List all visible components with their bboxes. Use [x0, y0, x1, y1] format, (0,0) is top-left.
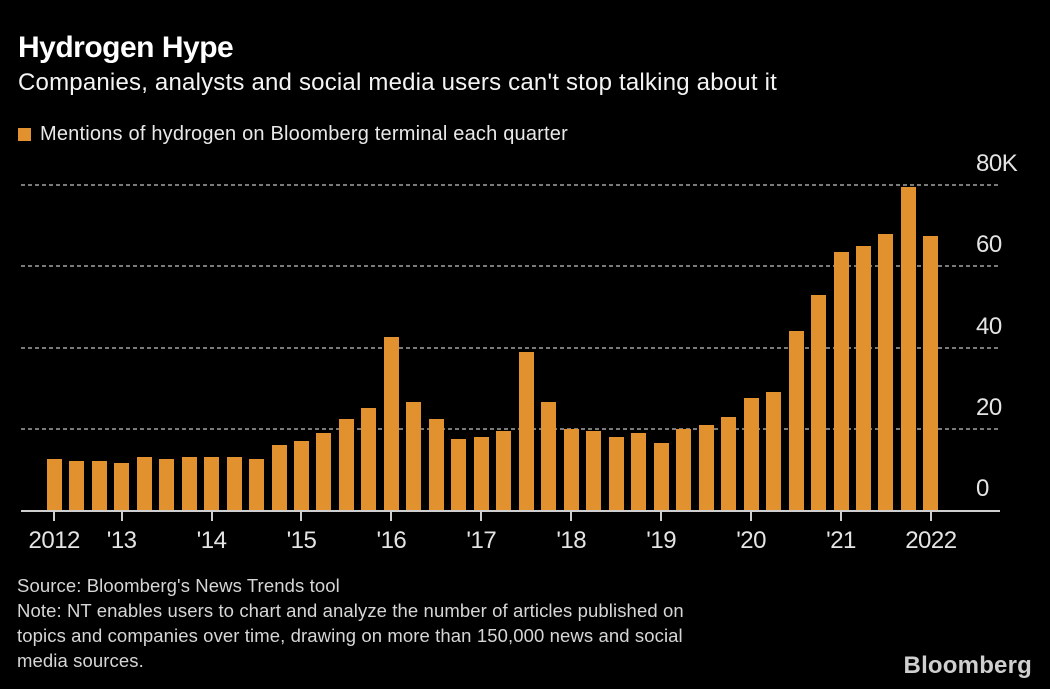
bar-q3-2015	[338, 418, 354, 510]
bar-q4-2017	[541, 402, 557, 510]
bar-q3-2012	[69, 461, 85, 510]
x-axis-tick	[120, 512, 123, 521]
bar-q2-2013	[136, 457, 152, 510]
x-axis-tick	[660, 512, 663, 521]
bar-q2-2016	[406, 402, 422, 510]
x-axis-label-13: '13	[106, 527, 137, 554]
x-axis-label-2012: 2012	[28, 527, 80, 554]
bar-q1-2022	[923, 235, 939, 510]
x-axis-tick	[53, 512, 56, 521]
bar-q4-2013	[181, 457, 197, 510]
note-line-2: topics and companies over time, drawing …	[17, 625, 683, 646]
bar-q1-2017	[473, 436, 489, 510]
bar-q2-2014	[226, 457, 242, 510]
x-axis-label-2022: 2022	[905, 527, 957, 554]
y-axis-label: 80K	[976, 150, 1018, 177]
bar-q2-2019	[676, 428, 692, 510]
chart-title: Hydrogen Hype	[18, 31, 234, 64]
x-axis-tick	[929, 512, 932, 521]
bar-q4-2021	[900, 187, 916, 510]
bar-q4-2019	[721, 416, 737, 510]
bar-q1-2021	[833, 252, 849, 510]
bar-q2-2021	[855, 245, 871, 510]
bar-q1-2019	[653, 442, 669, 510]
bar-q4-2012	[91, 461, 107, 510]
note-line-1: Note: NT enables users to chart and anal…	[17, 600, 684, 621]
x-axis-tick	[750, 512, 753, 521]
bar-q2-2015	[316, 432, 332, 510]
bar-q1-2015	[293, 440, 309, 510]
bar-q1-2016	[383, 337, 399, 510]
bar-q2-2020	[766, 392, 782, 510]
gridline-40	[21, 346, 1000, 349]
bar-q3-2021	[878, 233, 894, 510]
x-axis-tick	[210, 512, 213, 521]
x-axis-label-17: '17	[466, 527, 497, 554]
bar-q1-2013	[114, 463, 130, 510]
bar-q4-2016	[451, 438, 467, 510]
legend-label: Mentions of hydrogen on Bloomberg termin…	[40, 123, 568, 145]
gridline-20	[21, 427, 1000, 430]
x-axis-line	[21, 510, 1000, 512]
bar-q3-2017	[518, 351, 534, 510]
x-axis-label-14: '14	[196, 527, 227, 554]
x-axis-tick	[840, 512, 842, 521]
chart-subtitle: Companies, analysts and social media use…	[18, 69, 777, 96]
x-axis-tick	[480, 512, 483, 521]
bar-q1-2020	[743, 398, 759, 510]
legend-swatch-icon	[18, 128, 31, 141]
x-axis-label-20: '20	[736, 527, 766, 554]
x-axis-label-18: '18	[556, 527, 587, 554]
footer-notes: Source: Bloomberg's News Trends tool Not…	[17, 573, 684, 673]
gridline-80K	[21, 184, 1000, 186]
bar-q4-2018	[631, 432, 647, 510]
x-axis-tick	[390, 512, 393, 521]
y-axis-label: 0	[976, 475, 989, 502]
x-axis-label-19: '19	[646, 527, 677, 554]
source-line: Source: Bloomberg's News Trends tool	[17, 575, 340, 596]
legend: Mentions of hydrogen on Bloomberg termin…	[18, 123, 568, 146]
bar-q3-2016	[428, 418, 444, 510]
bloomberg-logo: Bloomberg	[903, 652, 1032, 679]
bar-q3-2018	[608, 436, 624, 510]
note-line-3: media sources.	[17, 650, 144, 671]
x-axis-label-21: '21	[826, 527, 856, 554]
y-axis-label: 20	[976, 393, 1002, 421]
x-axis-tick	[570, 512, 573, 521]
bar-q3-2014	[249, 459, 265, 510]
bar-q2-2017	[496, 430, 512, 510]
y-axis-label: 40	[976, 312, 1002, 340]
x-axis-tick	[300, 512, 303, 521]
bar-q2-2012	[46, 459, 62, 510]
x-axis-label-15: '15	[286, 527, 317, 554]
bar-q3-2020	[788, 331, 804, 510]
bar-q3-2019	[698, 424, 714, 510]
gridline-60	[21, 265, 1000, 268]
bar-q4-2014	[271, 445, 287, 510]
y-axis-label: 60	[976, 231, 1002, 259]
bar-q3-2013	[159, 459, 175, 510]
bar-q1-2018	[563, 428, 579, 510]
x-axis-label-16: '16	[376, 527, 407, 554]
bar-q2-2018	[586, 430, 602, 510]
bar-q1-2014	[204, 457, 220, 510]
bar-q4-2015	[361, 408, 377, 510]
bar-q4-2020	[811, 294, 827, 510]
